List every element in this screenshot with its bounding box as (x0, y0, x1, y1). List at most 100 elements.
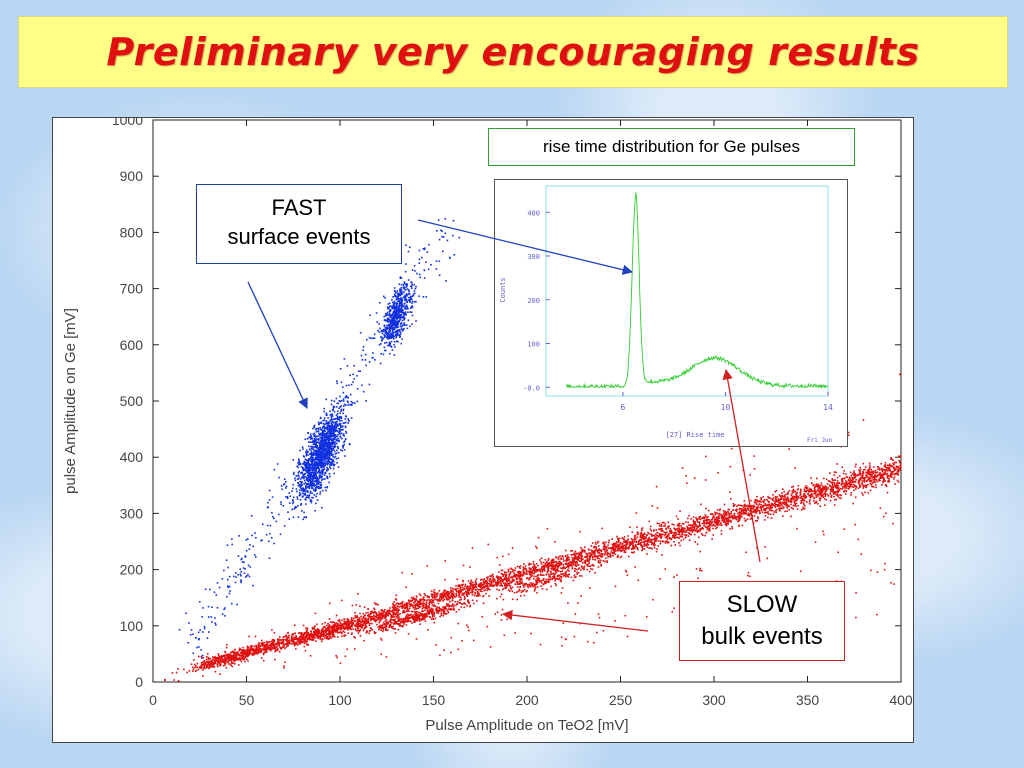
slow-event-point (443, 590, 445, 593)
slow-event-point (789, 500, 792, 503)
slow-event-point (458, 594, 460, 597)
slow-event-point (729, 519, 732, 522)
slow-event-point (330, 625, 333, 628)
slow-event-point (509, 571, 512, 573)
slow-event-point (641, 536, 643, 539)
slow-event-point (507, 576, 510, 579)
x-tick-label: 350 (796, 692, 820, 708)
slow-event-point (498, 581, 501, 583)
slow-event-point (432, 596, 434, 599)
slow-event-point (410, 596, 413, 599)
slow-event-point (616, 540, 618, 543)
slow-event-point (297, 641, 300, 643)
slow-event-point (564, 554, 567, 557)
slow-event-point (456, 600, 459, 603)
slow-event-point (317, 637, 320, 640)
slow-event-point (459, 596, 462, 598)
slow-event-point (826, 488, 828, 491)
slow-event-point (501, 584, 503, 587)
slow-event-point (369, 612, 372, 615)
slow-event-point (701, 517, 703, 519)
slow-event-point (752, 511, 754, 513)
slow-event-point (791, 486, 793, 488)
slow-event-point (598, 557, 601, 560)
slow-event-point (448, 598, 450, 601)
slow-event-point (656, 531, 658, 534)
slow-event-point (497, 582, 500, 585)
slow-event-point (243, 651, 245, 654)
slow-event-point (328, 624, 331, 626)
slow-event-point (774, 495, 777, 498)
slow-event-point (351, 619, 354, 621)
slow-event-point (476, 595, 478, 597)
slow-event-point (636, 547, 639, 549)
slow-event-point (341, 623, 344, 626)
slow-event-point (836, 482, 838, 484)
slow-event-point (205, 656, 208, 658)
slow-event-point (457, 587, 459, 590)
slow-event-point (654, 536, 656, 539)
slow-event-point (680, 527, 683, 529)
slow-event-point (633, 536, 636, 538)
slow-event-point (469, 591, 472, 594)
slow-event-point (419, 602, 421, 604)
slow-event-point (192, 670, 194, 673)
slow-event-point (342, 630, 344, 633)
slow-event-point (785, 499, 788, 501)
slow-event-point (492, 584, 494, 587)
slow-event-point (433, 596, 436, 599)
slow-event-point (716, 524, 719, 527)
slow-event-point (780, 507, 783, 509)
slow-event-point (653, 542, 655, 544)
slow-event-point (855, 463, 857, 466)
slow-event-point (656, 534, 658, 537)
slow-event-point (590, 545, 593, 547)
slow-event-point (884, 465, 887, 468)
slow-event-point (717, 519, 720, 522)
slow-event-point (431, 601, 433, 603)
slow-event-point (630, 543, 633, 545)
slow-event-point (735, 510, 738, 512)
slow-event-point (626, 543, 629, 545)
slow-event-point (321, 632, 323, 635)
slow-event-point (362, 612, 365, 615)
slow-event-point (724, 521, 727, 523)
slow-event-point (611, 538, 614, 540)
slow-event-point (285, 646, 288, 648)
slow-event-point (285, 639, 287, 641)
slow-event-point (832, 488, 834, 490)
slow-event-point (402, 611, 405, 613)
slow-event-point (668, 537, 671, 540)
slow-event-point (836, 485, 839, 488)
slow-event-point (884, 480, 886, 483)
slow-event-point (510, 567, 512, 570)
slow-event-point (674, 544, 677, 546)
slow-event-point (295, 648, 297, 650)
slow-event-point (474, 581, 477, 584)
slow-event-point (356, 625, 358, 628)
slow-event-point (398, 616, 400, 618)
slow-event-point (784, 502, 787, 505)
slow-event-point (241, 653, 243, 656)
slow-event-point (732, 517, 734, 520)
slow-event-point (703, 517, 706, 520)
slow-event-point (696, 519, 698, 522)
slow-event-point (790, 507, 793, 509)
slow-event-point (480, 588, 483, 590)
slow-event-point (649, 528, 652, 531)
slow-event-point (660, 523, 663, 526)
slow-event-point (665, 536, 668, 539)
slow-event-point (828, 480, 831, 483)
slow-event-point (685, 521, 687, 523)
slow-event-point (644, 533, 646, 536)
slow-event-point (517, 570, 520, 573)
slow-event-point (892, 462, 894, 465)
slow-event-point (891, 472, 894, 475)
slow-event-point (671, 534, 674, 537)
slow-event-point (455, 594, 458, 597)
slow-event-point (791, 492, 793, 495)
slow-event-point (304, 636, 307, 638)
slow-event-point (504, 571, 506, 573)
slow-event-point (770, 517, 773, 519)
slow-event-point (725, 516, 727, 518)
